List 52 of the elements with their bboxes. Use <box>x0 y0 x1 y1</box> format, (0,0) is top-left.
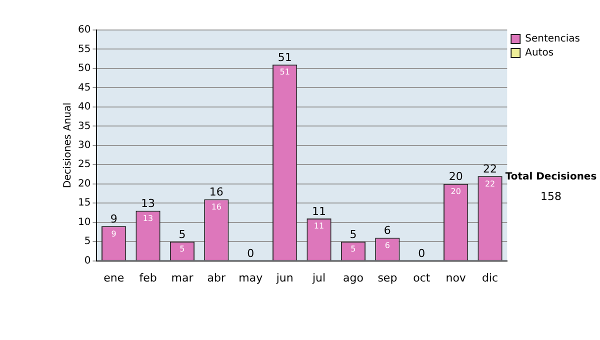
data-label: 51 <box>280 68 290 77</box>
x-tick-label: sep <box>378 271 398 284</box>
data-label: 5 <box>180 244 185 254</box>
y-tick-label: 25 <box>78 159 91 170</box>
data-label: 20 <box>450 186 461 196</box>
total-label: 22 <box>483 162 498 176</box>
total-label: 11 <box>312 204 326 218</box>
x-tick-label: ene <box>104 271 124 284</box>
x-tick-label: dic <box>482 271 498 284</box>
total-label: 0 <box>247 247 254 260</box>
y-tick-label: 55 <box>78 44 91 55</box>
legend-label: Autos <box>525 48 554 59</box>
y-tick-label: 45 <box>78 82 91 94</box>
y-tick-label: 30 <box>78 140 91 151</box>
y-tick-label: 50 <box>78 63 91 74</box>
y-tick-label: 60 <box>78 24 91 36</box>
x-tick-label: ago <box>343 271 364 284</box>
total-label: 9 <box>110 212 118 226</box>
total-label: 51 <box>278 50 292 64</box>
data-label: 6 <box>384 240 390 250</box>
annotation: Total Decisiones <box>505 172 597 183</box>
x-tick-label: jul <box>311 271 326 284</box>
total-label: 13 <box>141 197 156 210</box>
x-tick-label: feb <box>139 271 157 284</box>
data-label: 11 <box>314 222 324 231</box>
data-label: 5 <box>350 244 356 254</box>
total-label: 0 <box>418 247 426 260</box>
y-tick-label: 40 <box>78 102 91 113</box>
x-tick-label: abr <box>207 271 226 284</box>
x-tick-label: may <box>238 271 264 284</box>
x-tick-label: nov <box>446 271 466 284</box>
data-label: 9 <box>111 229 116 238</box>
x-tick-label: oct <box>413 271 431 284</box>
data-label: 13 <box>142 214 154 223</box>
x-tick-label: jun <box>275 271 294 284</box>
y-tick-label: 5 <box>84 236 91 248</box>
x-tick-label: mar <box>171 271 194 284</box>
y-tick-label: 10 <box>78 216 91 228</box>
total-label: 5 <box>350 228 357 241</box>
data-label: 16 <box>211 202 222 212</box>
y-tick-label: 35 <box>78 120 91 132</box>
legend-label: Sentencias <box>525 34 580 45</box>
total-label: 20 <box>448 170 463 184</box>
text: 158 <box>540 190 562 203</box>
data-label: 22 <box>484 179 496 188</box>
y-axis-title: Decisiones Anual <box>62 102 74 188</box>
y-tick-label: 0 <box>84 255 91 266</box>
total-label: 6 <box>384 224 391 238</box>
total-label: 5 <box>178 228 186 241</box>
total-label: 16 <box>209 186 224 199</box>
y-tick-label: 15 <box>78 198 91 209</box>
y-tick-label: 20 <box>78 178 91 190</box>
